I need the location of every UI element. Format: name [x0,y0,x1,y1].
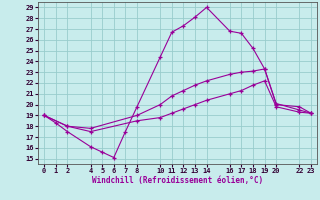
X-axis label: Windchill (Refroidissement éolien,°C): Windchill (Refroidissement éolien,°C) [92,176,263,185]
